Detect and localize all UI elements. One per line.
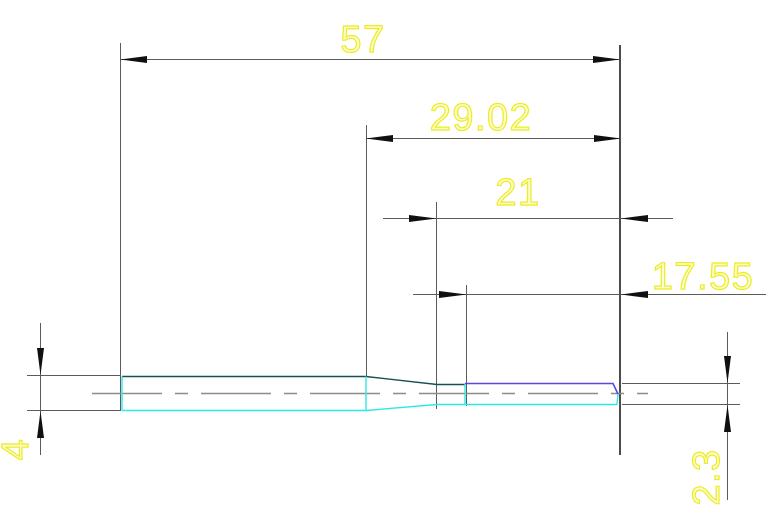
arrowhead-29-right: [594, 135, 621, 142]
arrowhead-57-left: [120, 56, 147, 63]
arrowhead-21-left: [409, 215, 437, 222]
arrowhead-23-bottom: [724, 405, 731, 432]
arrowheads: [37, 56, 731, 438]
part-tip-lower-edge: [616, 393, 619, 405]
dimension-text-57: 57: [340, 19, 385, 61]
arrowhead-4-top: [37, 348, 44, 375]
extension-lines: [27, 43, 740, 411]
part-taper-bottom: [365, 403, 438, 412]
part-outline-tip: [465, 382, 619, 395]
arrowhead-21-right: [621, 215, 648, 222]
dimension-text-17: 17.55: [652, 256, 755, 298]
dimension-text-23: 2.3: [686, 448, 728, 505]
arrowhead-17-right: [621, 291, 648, 298]
arrowhead-57-right: [593, 56, 620, 63]
arrowhead-29-left: [366, 135, 393, 142]
part-top-edge: [122, 375, 465, 386]
dimension-text-4: 4: [0, 438, 37, 461]
part-outline-top: [122, 375, 465, 386]
arrowhead-17-left: [439, 291, 467, 298]
dimension-text-21: 21: [495, 172, 540, 214]
arrowhead-23-top: [724, 356, 731, 383]
dimension-text-29: 29.02: [430, 97, 533, 139]
arrowhead-4-bottom: [37, 411, 44, 438]
dimension-labels: 57 29.02 21 17.55 4 2.3: [0, 18, 755, 506]
part-tip-top-edge: [465, 382, 619, 395]
part-outline-body: [121, 376, 619, 412]
